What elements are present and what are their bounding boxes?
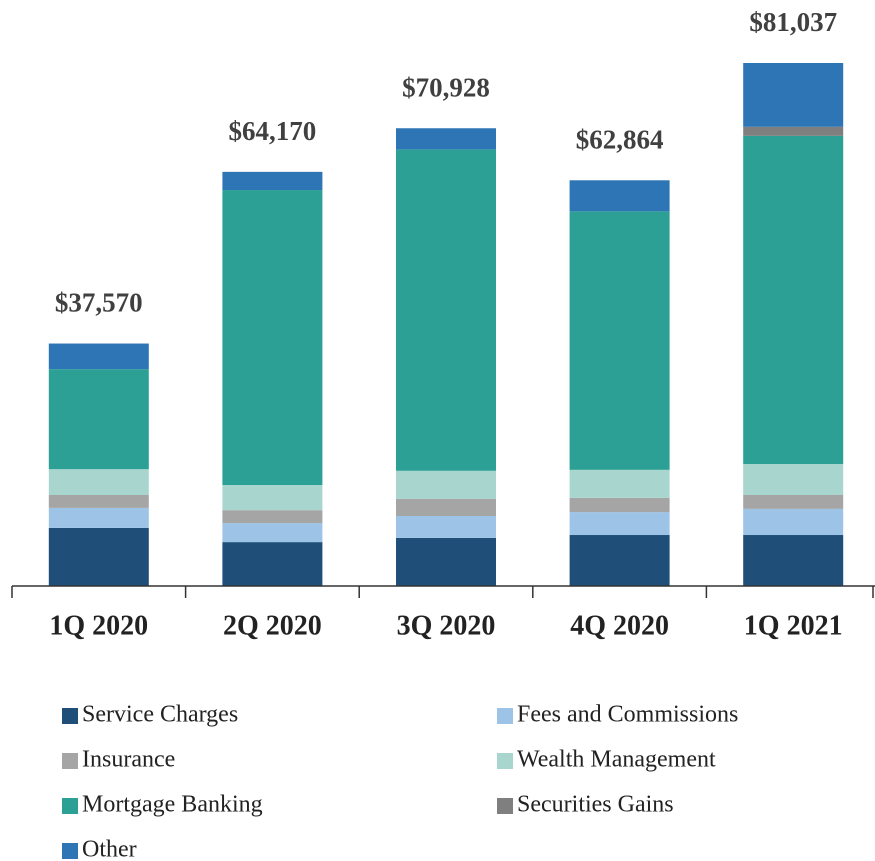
total-label: $70,928	[402, 72, 490, 102]
bar-segment	[396, 128, 496, 150]
bar-segment	[396, 498, 496, 516]
bar-segment	[743, 135, 844, 465]
bar-segment	[222, 190, 323, 485]
bar-segment	[569, 211, 670, 470]
bar-segment	[743, 535, 844, 586]
x-tick-label: 1Q 2020	[49, 610, 148, 641]
bar-segment	[569, 469, 670, 498]
bar-segment	[222, 484, 323, 511]
bar-segment	[569, 512, 670, 536]
legend-label: Mortgage Banking	[82, 792, 263, 818]
bar-segment	[222, 171, 323, 191]
bar-segment	[222, 542, 323, 586]
bar-segment	[569, 497, 670, 513]
legend-label: Insurance	[82, 747, 175, 773]
bar-segment	[396, 470, 496, 499]
bar-segment	[48, 495, 149, 508]
x-tick-label: 3Q 2020	[397, 610, 496, 641]
bar-segment	[48, 343, 149, 370]
bar-segment	[569, 180, 670, 212]
total-label: $81,037	[749, 7, 837, 37]
bar-segment	[396, 537, 496, 586]
x-tick-label: 1Q 2021	[744, 610, 843, 641]
legend-swatch	[62, 798, 78, 814]
legend-swatch	[62, 843, 78, 859]
legend-swatch	[497, 753, 513, 769]
bar-segment	[48, 507, 149, 528]
bar-segment	[743, 508, 844, 536]
bar-segment	[48, 369, 149, 470]
legend-swatch	[497, 798, 513, 814]
total-label: $37,570	[55, 288, 143, 318]
legend-label: Other	[82, 837, 137, 861]
legend-swatch	[497, 708, 513, 724]
legend-label: Wealth Management	[517, 747, 716, 773]
legend-swatch	[62, 708, 78, 724]
bar-segment	[569, 535, 670, 586]
legend-label: Fees and Commissions	[517, 702, 738, 728]
bar-segment	[222, 510, 323, 524]
x-tick-label: 2Q 2020	[223, 610, 322, 641]
legend-swatch	[62, 753, 78, 769]
bar-segment	[743, 126, 844, 136]
bar-segment	[48, 469, 149, 496]
total-label: $64,170	[229, 116, 317, 146]
bar-segment	[222, 523, 323, 543]
bar-segment	[743, 464, 844, 496]
legend-label: Service Charges	[82, 702, 238, 728]
bar-segment	[48, 527, 149, 586]
legend-label: Securities Gains	[517, 792, 674, 818]
bar-segment	[743, 495, 844, 509]
x-tick-label: 4Q 2020	[570, 610, 669, 641]
total-label: $62,864	[576, 124, 664, 154]
bar-segment	[396, 515, 496, 538]
bar-segment	[743, 63, 844, 127]
bar-segment	[396, 149, 496, 471]
